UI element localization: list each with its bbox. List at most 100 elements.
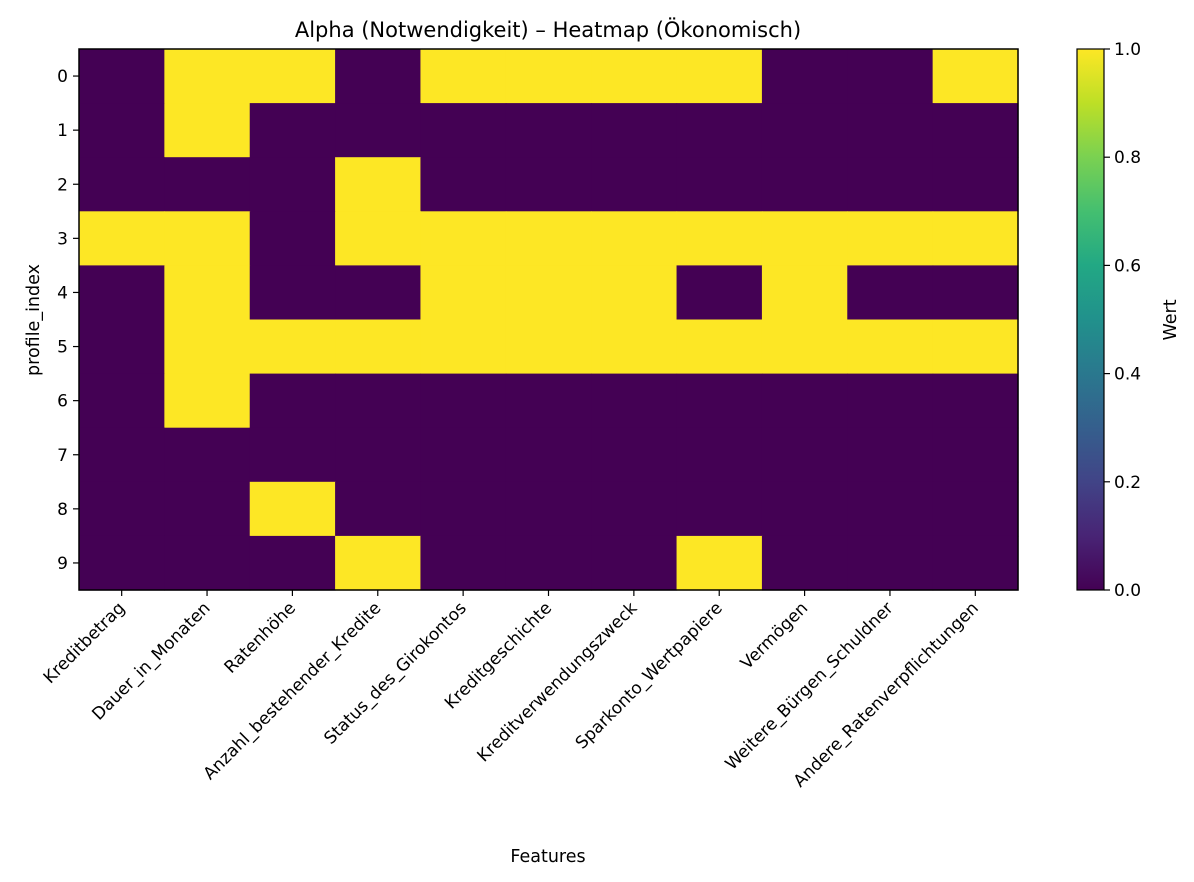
x-tick-label: Weitere_Bürgen_Schuldner xyxy=(722,598,898,774)
heatmap-cell xyxy=(164,481,251,537)
heatmap-cell xyxy=(761,319,848,375)
heatmap-cell xyxy=(591,265,678,321)
heatmap-cell xyxy=(847,373,934,429)
heatmap-cell xyxy=(335,103,422,158)
heatmap-cell xyxy=(164,265,251,321)
colorbar-tick-label: 0.0 xyxy=(1114,581,1141,601)
heatmap-cell xyxy=(932,265,1019,321)
heatmap-cell xyxy=(676,373,763,429)
heatmap-cell xyxy=(79,427,165,483)
heatmap-cell xyxy=(591,319,678,375)
heatmap-cell xyxy=(505,427,592,483)
heatmap-cell xyxy=(420,427,507,483)
heatmap-cell xyxy=(761,265,848,321)
heatmap-cell xyxy=(79,373,165,429)
y-tick-label: 7 xyxy=(57,446,68,466)
heatmap-cell xyxy=(505,157,592,212)
heatmap-cell xyxy=(79,481,165,537)
colorbar xyxy=(1076,48,1105,591)
heatmap-cell xyxy=(249,211,336,266)
heatmap-cell xyxy=(79,319,165,375)
x-tick-label: Kreditverwendungszweck xyxy=(473,598,641,766)
y-tick-label: 4 xyxy=(57,283,68,303)
heatmap-cell xyxy=(591,211,678,266)
x-tick-label: Kreditbetrag xyxy=(40,598,129,687)
heatmap-cell xyxy=(932,481,1019,537)
heatmap-cell xyxy=(505,481,592,537)
heatmap-cell xyxy=(420,265,507,321)
heatmap-cell xyxy=(164,427,251,483)
x-tick-label: Anzahl_bestehender_Kredite xyxy=(200,598,386,784)
heatmap-cell xyxy=(932,157,1019,212)
heatmap-cell xyxy=(335,157,422,212)
y-tick-label: 3 xyxy=(57,229,68,249)
heatmap-cell xyxy=(335,211,422,266)
heatmap-cell xyxy=(164,103,251,158)
heatmap-cell xyxy=(335,319,422,375)
y-tick-label: 8 xyxy=(57,500,68,520)
heatmap-cell xyxy=(79,535,165,591)
heatmap-cell xyxy=(676,211,763,266)
heatmap-cell xyxy=(761,211,848,266)
heatmap-cell xyxy=(249,481,336,537)
heatmap-cell xyxy=(676,319,763,375)
heatmap-cell xyxy=(420,157,507,212)
heatmap-cell xyxy=(932,373,1019,429)
x-axis-label: Features xyxy=(510,847,585,867)
y-tick-label: 6 xyxy=(57,392,68,412)
colorbar-tick-label: 0.2 xyxy=(1114,473,1141,493)
heatmap-cell xyxy=(420,535,507,591)
heatmap-cell xyxy=(676,427,763,483)
heatmap-cell xyxy=(591,535,678,591)
heatmap-cell xyxy=(335,481,422,537)
heatmap-cell xyxy=(420,211,507,266)
heatmap-cell xyxy=(591,373,678,429)
heatmap-cell xyxy=(164,535,251,591)
heatmap-cell xyxy=(249,49,336,104)
heatmap-cell xyxy=(79,211,165,266)
heatmap-cell xyxy=(591,157,678,212)
colorbar-tick-label: 0.8 xyxy=(1114,148,1141,168)
heatmap-cell xyxy=(847,535,934,591)
colorbar-ticks: 0.0 0.2 0.4 0.6 0.8 1.0 xyxy=(1104,40,1141,601)
heatmap-cell xyxy=(932,319,1019,375)
heatmap-cell xyxy=(420,49,507,104)
heatmap-cell xyxy=(79,49,165,104)
y-tick-label: 1 xyxy=(57,121,68,141)
heatmap-cell xyxy=(505,103,592,158)
heatmap-cell xyxy=(932,427,1019,483)
heatmap-cell xyxy=(335,373,422,429)
heatmap-cell xyxy=(676,49,763,104)
heatmap-cell xyxy=(676,535,763,591)
heatmap-cell xyxy=(761,535,848,591)
heatmap-cell xyxy=(761,103,848,158)
x-tick-label: Ratenhöhe xyxy=(221,598,300,677)
colorbar-label: Wert xyxy=(1161,299,1181,340)
heatmap-cell xyxy=(420,373,507,429)
heatmap-cell xyxy=(847,427,934,483)
heatmap-cell xyxy=(761,49,848,104)
heatmap-cell xyxy=(761,481,848,537)
y-axis-label: profile_index xyxy=(24,264,44,376)
x-tick-label: Status_des_Girokontos xyxy=(320,598,470,748)
heatmap-cell xyxy=(932,103,1019,158)
chart-title: Alpha (Notwendigkeit) – Heatmap (Ökonomi… xyxy=(295,17,801,42)
y-ticks: 0 1 2 3 4 5 6 7 8 9 xyxy=(57,67,79,574)
heatmap-cell xyxy=(932,211,1019,266)
heatmap-cell xyxy=(847,319,934,375)
heatmap-cell xyxy=(847,157,934,212)
heatmap-cell xyxy=(847,265,934,321)
heatmap-cell xyxy=(420,481,507,537)
heatmap-cell xyxy=(505,49,592,104)
heatmap-cell xyxy=(164,49,251,104)
colorbar-tick-label: 0.6 xyxy=(1114,256,1141,276)
heatmap-cell xyxy=(847,103,934,158)
heatmap-cell xyxy=(249,535,336,591)
x-tick-label: Vermögen xyxy=(737,598,812,673)
heatmap-cell xyxy=(676,265,763,321)
heatmap-cell xyxy=(164,373,251,429)
y-tick-label: 9 xyxy=(57,554,68,574)
heatmap-cell xyxy=(847,49,934,104)
heatmap-cell xyxy=(249,373,336,429)
